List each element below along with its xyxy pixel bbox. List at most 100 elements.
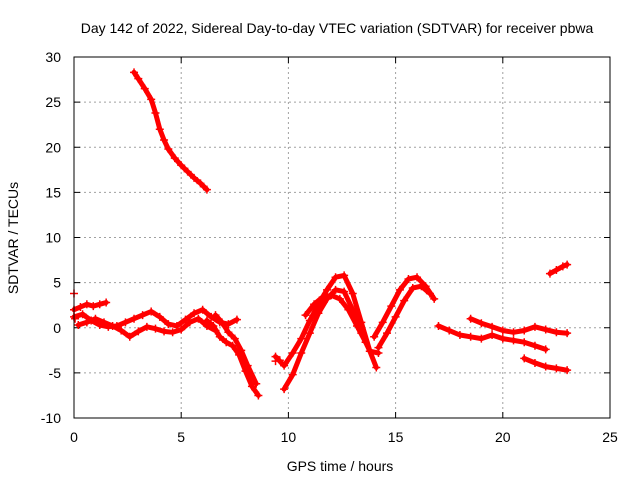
data-point (91, 314, 100, 323)
data-point (488, 330, 497, 339)
data-point (374, 343, 383, 352)
data-point (134, 74, 143, 83)
data-point (155, 312, 164, 321)
data-point (140, 84, 149, 93)
data-point (552, 328, 561, 337)
data-point (477, 334, 486, 343)
data-point (552, 364, 561, 373)
data-point (228, 341, 237, 350)
data-point (151, 324, 160, 333)
data-point (130, 68, 139, 77)
data-point (134, 327, 143, 336)
series-line (303, 292, 369, 345)
y-tick-label: -5 (49, 365, 62, 381)
data-point (74, 321, 83, 330)
data-point (232, 315, 241, 324)
data-point (252, 379, 261, 388)
series-arc-b3 (301, 291, 370, 347)
data-point (160, 136, 169, 145)
data-point (509, 336, 518, 345)
y-tick-label: 20 (45, 139, 61, 155)
data-point (322, 285, 331, 294)
data-point (558, 262, 567, 271)
y-tick-label: -10 (41, 410, 61, 426)
data-point (271, 357, 280, 366)
data-point (563, 260, 572, 269)
data-series-layer (70, 68, 572, 400)
y-tick-label: 5 (53, 275, 61, 291)
series-arc-c1 (370, 273, 439, 341)
data-point (130, 314, 139, 323)
data-point (89, 302, 98, 311)
data-point (361, 338, 370, 347)
data-point (318, 293, 327, 302)
data-point (509, 328, 518, 337)
series-line (371, 274, 437, 340)
data-point (95, 300, 104, 309)
data-point (202, 316, 211, 325)
data-point (530, 341, 539, 350)
data-point (117, 326, 126, 335)
data-point (217, 318, 226, 327)
data-point (170, 154, 179, 163)
data-point (552, 265, 561, 274)
data-point (372, 363, 381, 372)
plot-frame (73, 56, 611, 419)
data-point (488, 322, 497, 331)
data-point (254, 391, 263, 400)
data-point (434, 321, 443, 330)
series-arc-a2 (74, 314, 220, 341)
data-point (82, 300, 91, 309)
data-point (280, 385, 289, 394)
data-point (177, 161, 186, 170)
series-arc-d4 (545, 260, 572, 278)
data-point (147, 307, 156, 316)
data-point (297, 334, 306, 343)
data-point (520, 354, 529, 363)
data-point (190, 173, 199, 182)
data-point (455, 330, 464, 339)
data-point (400, 296, 409, 305)
data-point (353, 321, 362, 330)
data-point (477, 319, 486, 328)
data-point (498, 326, 507, 335)
data-point (164, 145, 173, 154)
data-point (243, 361, 252, 370)
data-point (108, 321, 117, 330)
data-point (340, 287, 349, 296)
data-point (395, 285, 404, 294)
data-point (224, 328, 233, 337)
data-point (247, 382, 256, 391)
series-arc-d3 (520, 354, 572, 375)
data-point (215, 332, 224, 341)
data-point (383, 329, 392, 338)
series-arc-a3 (70, 298, 111, 314)
data-point (288, 349, 297, 358)
data-point (288, 370, 297, 379)
data-point (297, 349, 306, 358)
data-point (183, 167, 192, 176)
data-point (230, 334, 239, 343)
data-point (391, 312, 400, 321)
series-arc-c2 (374, 282, 434, 352)
data-point (348, 289, 357, 298)
series-arc-high (130, 68, 211, 194)
data-point (194, 314, 203, 323)
data-point (541, 345, 550, 354)
data-point (125, 332, 134, 341)
data-point (335, 294, 344, 303)
y-tick-label: 30 (45, 49, 61, 65)
data-point (164, 320, 173, 329)
data-point (305, 316, 314, 325)
grid-layer (74, 57, 610, 418)
data-point (138, 311, 147, 320)
y-tick-label: 10 (45, 230, 61, 246)
x-tick-label: 5 (177, 429, 185, 445)
series-arc-b1 (271, 271, 381, 372)
data-point (327, 291, 336, 300)
data-point (181, 315, 190, 324)
data-point (520, 326, 529, 335)
data-point (190, 309, 199, 318)
series-arc-a5 (211, 311, 261, 388)
